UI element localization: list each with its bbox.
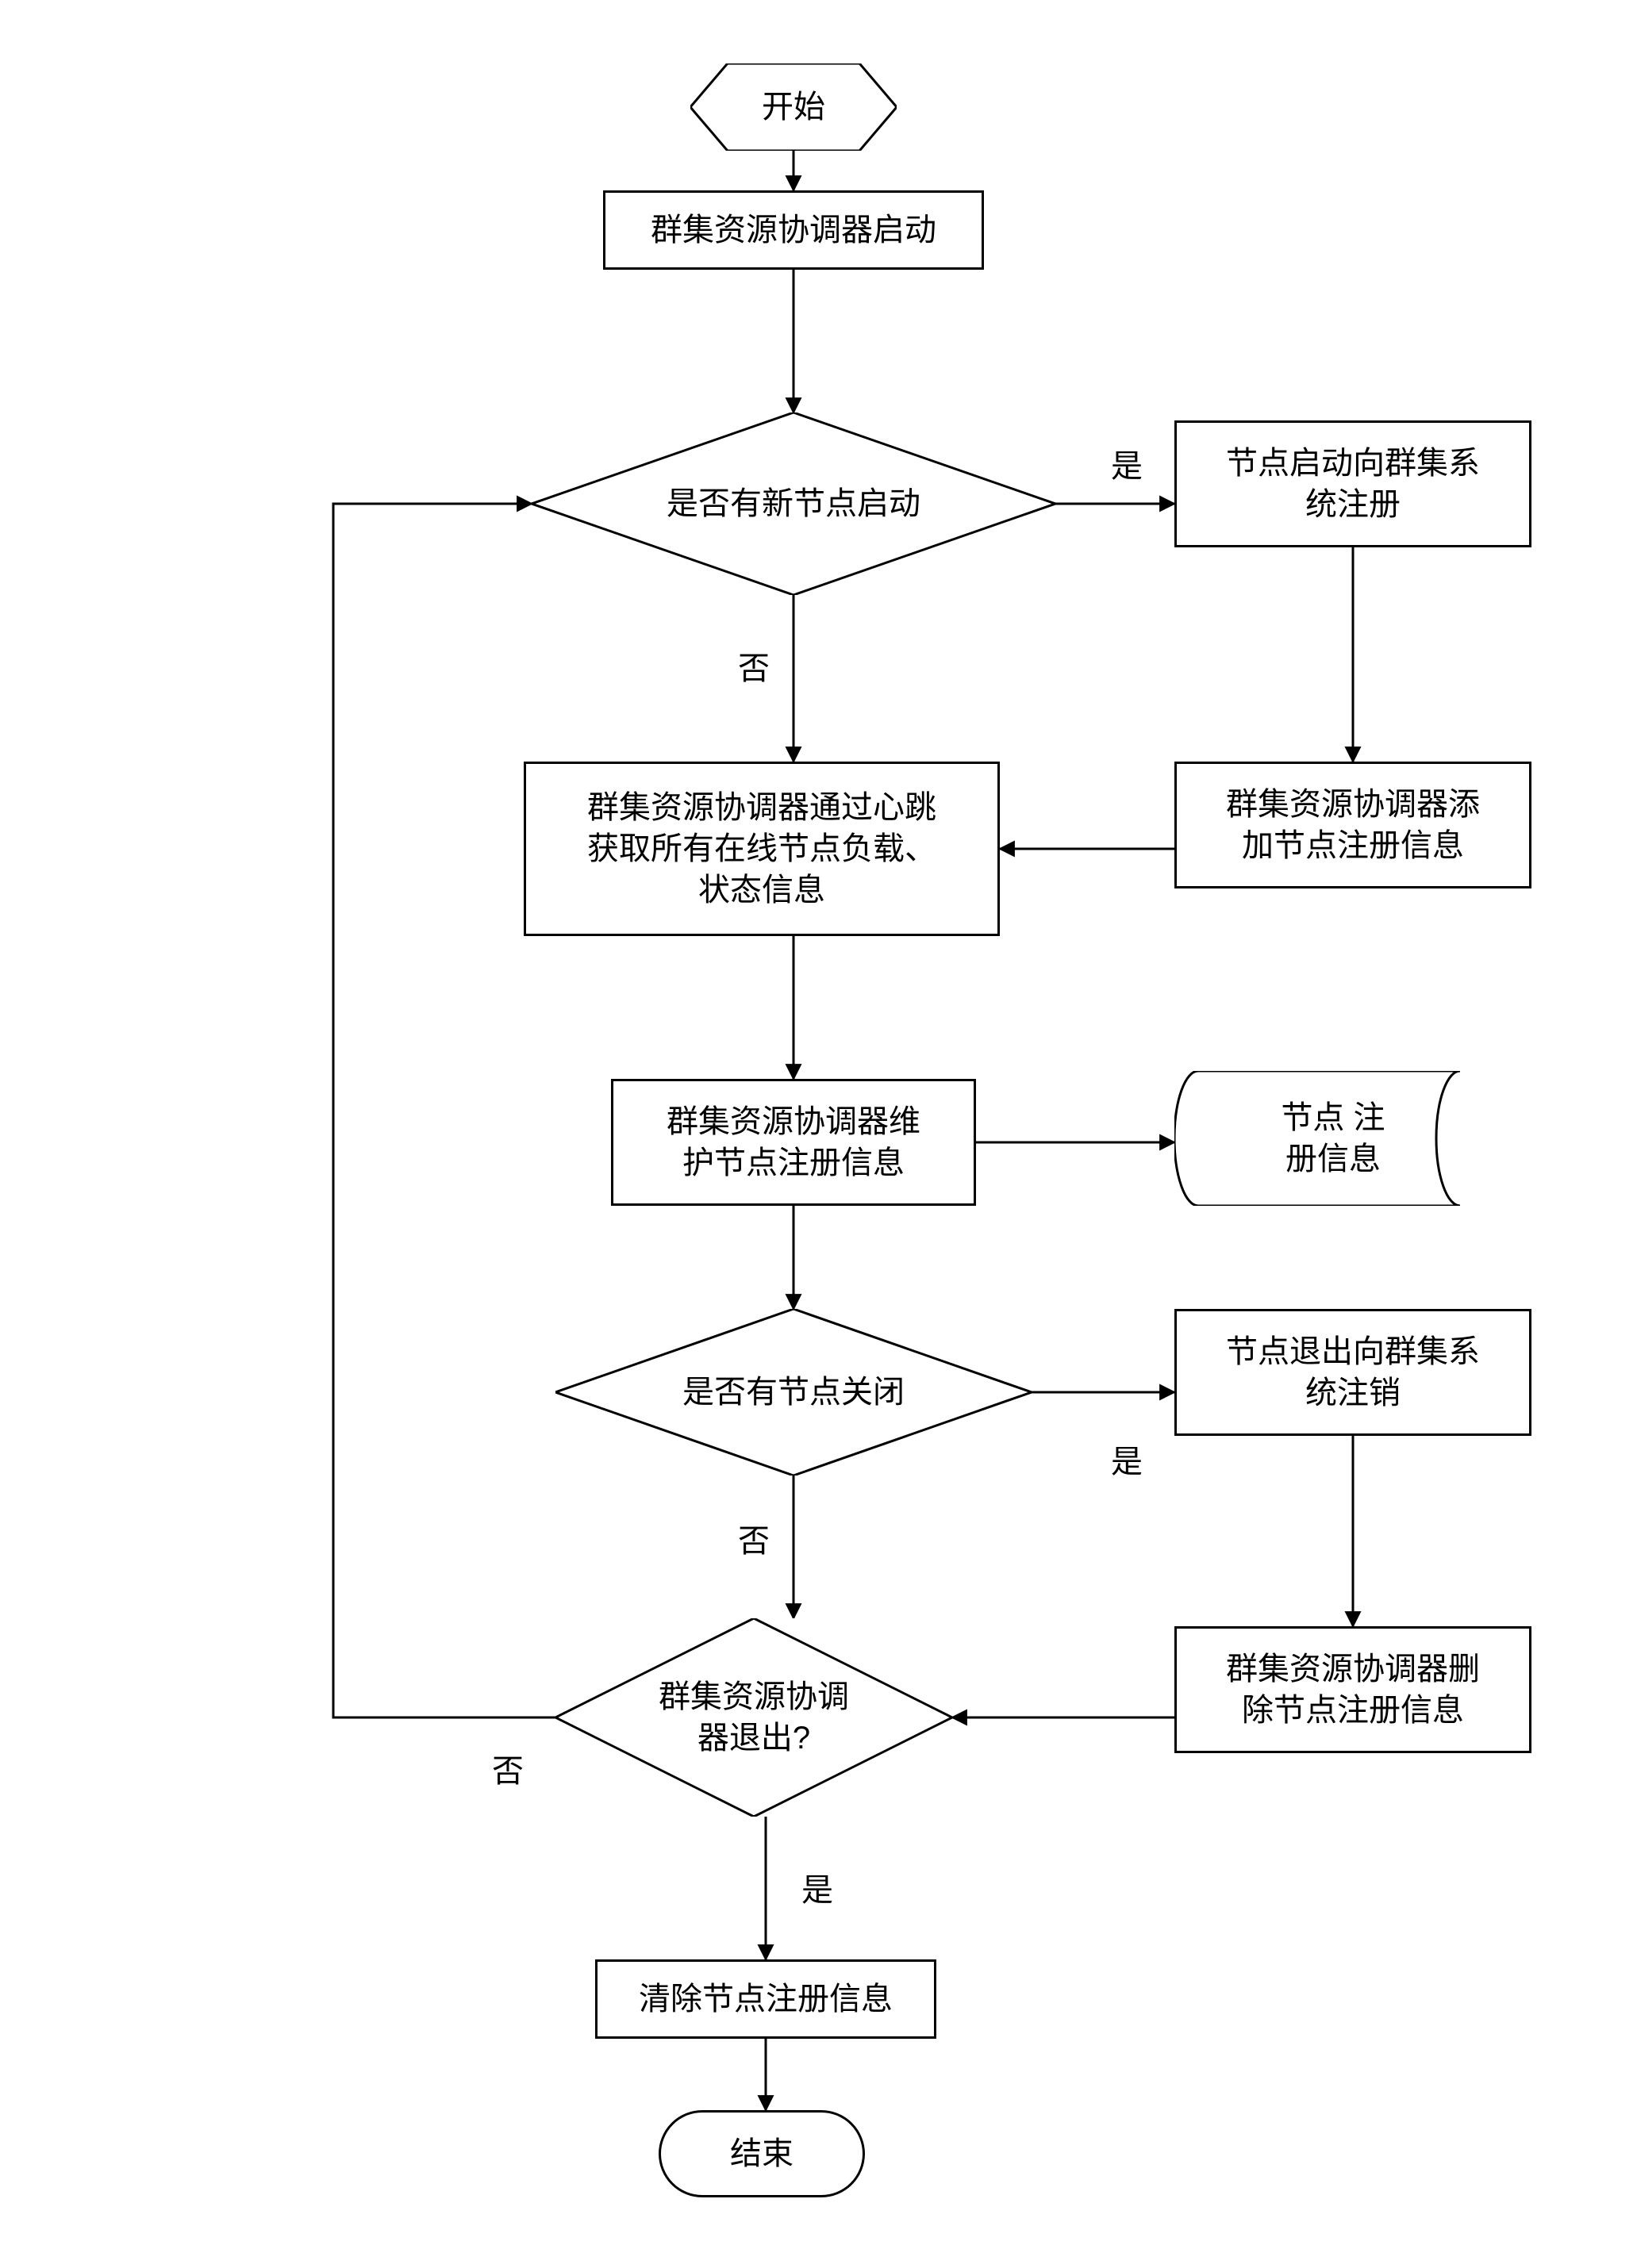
node-label: 开始 xyxy=(762,86,825,128)
flowchart-canvas: 开始群集资源协调器启动是否有新节点启动 节点启动向群集系 统注册群集资源协调器通过… xyxy=(0,0,1637,2268)
node-label: 结束 xyxy=(730,2133,794,2174)
node-n3: 群集资源协调器通过心跳 获取所有在线节点负载、 状态信息 xyxy=(524,762,1000,936)
edge-label-yes2: 是 xyxy=(1111,1436,1143,1482)
node-n2: 节点启动向群集系 统注册 xyxy=(1174,420,1531,547)
node-n6: 节点退出向群集系 统注销 xyxy=(1174,1309,1531,1436)
node-n4: 群集资源协调器添 加节点注册信息 xyxy=(1174,762,1531,888)
edge-label-no2: 否 xyxy=(738,1515,770,1561)
node-label: 群集资源协调器添 加节点注册信息 xyxy=(1226,784,1480,866)
node-label: 节点启动向群集系 统注册 xyxy=(1226,443,1480,525)
node-label: 是否有节点关闭 xyxy=(682,1372,905,1413)
node-label: 是否有新节点启动 xyxy=(667,483,920,524)
edge-label-no3: 否 xyxy=(492,1745,524,1791)
edge xyxy=(333,504,555,1717)
node-d2: 是否有节点关闭 xyxy=(555,1309,1032,1476)
node-label: 群集资源协调器维 护节点注册信息 xyxy=(667,1101,920,1184)
node-label: 节点 注 册信息 xyxy=(1249,1097,1385,1180)
node-d3: 群集资源协调 器退出? xyxy=(555,1618,952,1817)
node-end: 结束 xyxy=(659,2110,865,2197)
node-start: 开始 xyxy=(690,63,897,151)
node-n7: 群集资源协调器删 除节点注册信息 xyxy=(1174,1626,1531,1753)
node-label: 群集资源协调器启动 xyxy=(651,209,936,251)
edge-label-yes1: 是 xyxy=(1111,440,1143,486)
node-label: 群集资源协调器通过心跳 获取所有在线节点负载、 状态信息 xyxy=(587,787,936,911)
node-n5: 群集资源协调器维 护节点注册信息 xyxy=(611,1079,976,1206)
node-db: 节点 注 册信息 xyxy=(1174,1071,1460,1206)
node-n1: 群集资源协调器启动 xyxy=(603,190,984,270)
node-d1: 是否有新节点启动 xyxy=(532,413,1055,595)
node-label: 清除节点注册信息 xyxy=(639,1978,893,2020)
node-label: 群集资源协调 器退出? xyxy=(659,1676,849,1759)
edge-label-yes3: 是 xyxy=(801,1864,833,1910)
node-n8: 清除节点注册信息 xyxy=(595,1959,936,2039)
node-label: 节点退出向群集系 统注销 xyxy=(1226,1331,1480,1414)
edge-label-no1: 否 xyxy=(738,643,770,689)
node-label: 群集资源协调器删 除节点注册信息 xyxy=(1226,1648,1480,1731)
